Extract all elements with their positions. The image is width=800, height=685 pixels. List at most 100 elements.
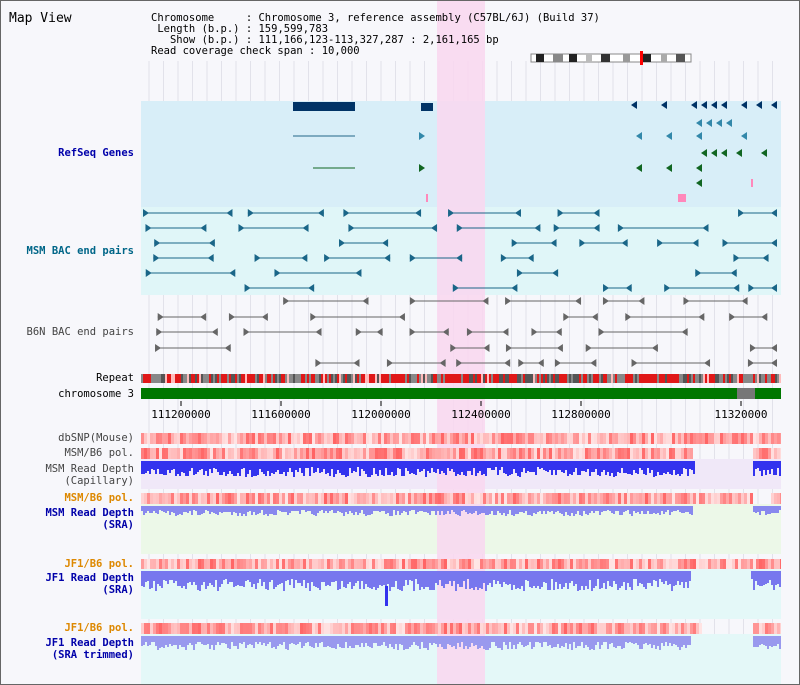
repeat-block <box>739 374 741 383</box>
track-label-msm-bac[interactable]: MSM BAC end pairs <box>26 245 134 257</box>
read-depth-bar <box>271 506 273 514</box>
repeat-block <box>579 374 581 383</box>
read-depth-bar <box>655 571 657 581</box>
repeat-block <box>305 374 307 383</box>
polymorphism-cell <box>399 493 402 504</box>
polymorphism-cell <box>285 448 288 459</box>
read-depth-bar <box>299 571 301 583</box>
read-depth-bar <box>249 571 251 582</box>
read-depth-bar <box>497 461 499 475</box>
read-depth-bar <box>167 461 169 470</box>
read-depth-bar <box>333 461 335 477</box>
repeat-block <box>391 374 393 383</box>
track-label-msm-read-sra[interactable]: MSM Read Depth (SRA) <box>45 507 134 531</box>
gene-arrow <box>636 132 642 140</box>
read-depth-bar <box>349 461 351 468</box>
polymorphism-cell <box>690 623 693 634</box>
repeat-block <box>541 374 543 383</box>
polymorphism-cell <box>693 433 696 444</box>
read-depth-bar <box>337 636 339 644</box>
read-depth-bar <box>761 506 763 511</box>
polymorphism-cell <box>366 448 369 459</box>
read-depth-bar <box>497 571 499 581</box>
polymorphism-cell <box>519 448 522 459</box>
repeat-block <box>649 374 651 383</box>
track-label-jf1-read-trimmed[interactable]: JF1 Read Depth (SRA trimmed) <box>45 637 134 661</box>
polymorphism-cell <box>462 493 465 504</box>
polymorphism-cell <box>501 623 504 634</box>
read-depth-bar <box>501 461 503 467</box>
track-label-dbsnp[interactable]: dbSNP(Mouse) <box>58 432 134 444</box>
read-depth-bar <box>631 461 633 475</box>
read-depth-bar <box>357 636 359 645</box>
polymorphism-cell <box>714 433 717 444</box>
repeat-block <box>477 374 479 383</box>
read-depth-bar <box>765 636 767 646</box>
read-depth-bar <box>443 461 445 473</box>
polymorphism-cell <box>255 623 258 634</box>
read-depth-bar <box>615 636 617 648</box>
gene-arrow <box>514 209 521 217</box>
repeat-block <box>361 374 363 383</box>
read-depth-bar <box>439 461 441 474</box>
polymorphism-cell <box>636 559 639 569</box>
track-label-b6n-bac[interactable]: B6N BAC end pairs <box>26 326 134 338</box>
polymorphism-cell <box>756 559 759 569</box>
read-depth-bar <box>159 571 161 586</box>
read-depth-bar <box>181 506 183 515</box>
polymorphism-cell <box>717 559 720 569</box>
track-label-msm-b6-pol-1[interactable]: MSM/B6 pol. <box>64 447 134 459</box>
repeat-block <box>719 374 721 383</box>
repeat-block <box>761 374 763 383</box>
track-label-refseq[interactable]: RefSeq Genes <box>58 147 134 159</box>
polymorphism-cell <box>645 559 648 569</box>
read-depth-bar <box>753 636 755 647</box>
polymorphism-cell <box>591 623 594 634</box>
gene-arrow <box>261 313 268 321</box>
read-depth-bar <box>259 506 261 513</box>
polymorphism-cell <box>156 493 159 504</box>
repeat-block <box>663 374 665 383</box>
polymorphism-cell <box>567 623 570 634</box>
read-depth-bar <box>565 461 567 470</box>
polymorphism-cell <box>513 559 516 569</box>
read-depth-bar <box>605 571 607 589</box>
read-depth-bar <box>471 506 473 514</box>
gene-arrow <box>683 297 690 305</box>
read-depth-bar <box>663 571 665 584</box>
read-depth-bar <box>417 461 419 469</box>
genome-plot[interactable]: 111200000 111600000 112000000 112400000 1128… <box>141 1 783 684</box>
read-depth-bar <box>605 636 607 642</box>
polymorphism-cell <box>171 448 174 459</box>
read-depth-bar <box>243 636 245 642</box>
polymorphism-cell <box>771 623 774 634</box>
read-depth-bar <box>593 461 595 472</box>
track-label-repeat[interactable]: Repeat <box>96 372 134 384</box>
read-depth-bar <box>415 506 417 514</box>
polymorphism-cell <box>222 448 225 459</box>
chromosome-value: : Chromosome 3, reference assembly (C57B… <box>245 12 600 24</box>
gene-arrow <box>550 239 557 247</box>
polymorphism-cell <box>363 623 366 634</box>
gene-arrow <box>145 269 152 277</box>
read-depth-bar <box>339 571 341 589</box>
polymorphism-cell <box>348 448 351 459</box>
track-label-jf1-b6-pol-1[interactable]: JF1/B6 pol. <box>64 558 134 570</box>
genome-plot-area[interactable]: 111200000 111600000 112000000 112400000 1128… <box>141 1 783 684</box>
read-depth-bar <box>587 571 589 589</box>
read-depth-bar <box>551 506 553 511</box>
polymorphism-cell <box>720 433 723 444</box>
track-label-msm-b6-pol-2[interactable]: MSM/B6 pol. <box>64 492 134 504</box>
polymorphism-cell <box>624 623 627 634</box>
read-depth-bar <box>501 636 503 650</box>
repeat-block <box>359 374 361 383</box>
track-label-jf1-read-sra[interactable]: JF1 Read Depth (SRA) <box>45 572 134 596</box>
track-label-jf1-b6-pol-2[interactable]: JF1/B6 pol. <box>64 622 134 634</box>
read-depth-bar <box>301 571 303 586</box>
read-depth-bar <box>261 636 263 645</box>
track-label-msm-read-capillary[interactable]: MSM Read Depth (Capillary) <box>45 463 134 487</box>
track-label-chromosome[interactable]: chromosome 3 <box>58 388 134 400</box>
read-depth-bar <box>427 506 429 513</box>
read-depth-bar <box>379 636 381 646</box>
polymorphism-cell <box>600 623 603 634</box>
